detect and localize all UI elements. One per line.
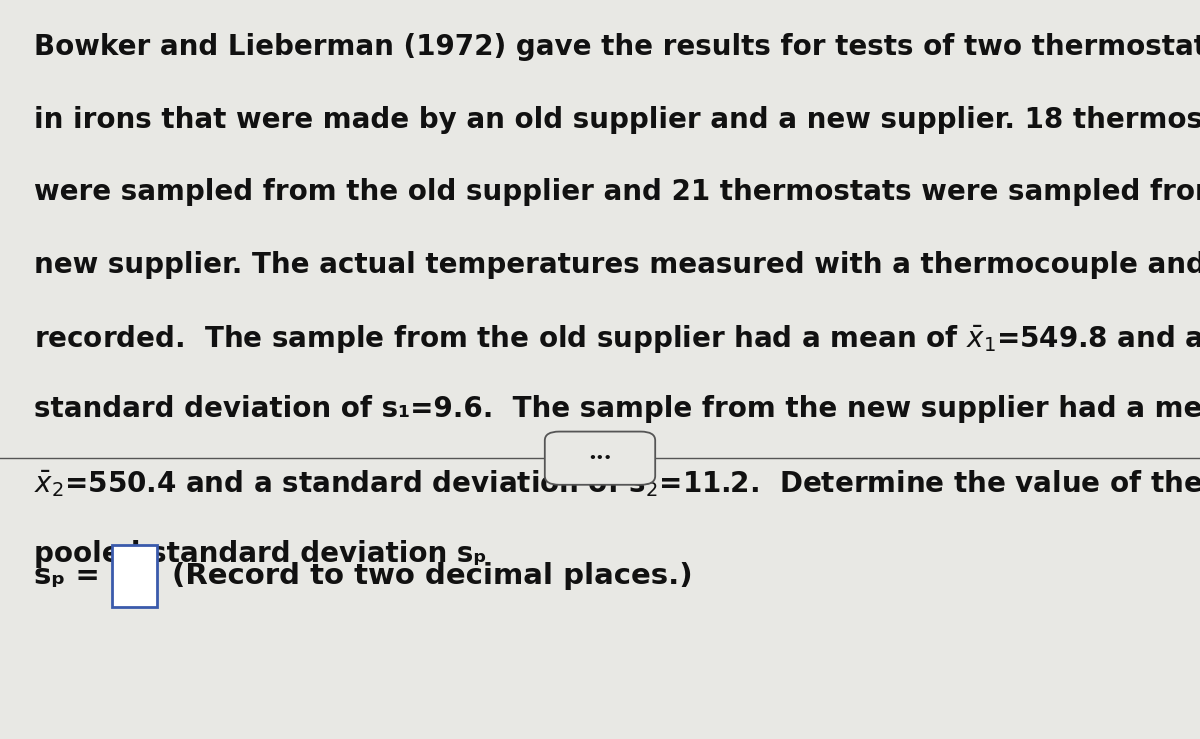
- Text: Bowker and Lieberman (1972) gave the results for tests of two thermostats used: Bowker and Lieberman (1972) gave the res…: [34, 33, 1200, 61]
- Text: •••: •••: [588, 452, 612, 465]
- Text: in irons that were made by an old supplier and a new supplier. 18 thermostats: in irons that were made by an old suppli…: [34, 106, 1200, 134]
- Text: standard deviation of s₁=9.6.  The sample from the new supplier had a mean of: standard deviation of s₁=9.6. The sample…: [34, 395, 1200, 423]
- Text: recorded.  The sample from the old supplier had a mean of $\bar{x}_1$=549.8 and : recorded. The sample from the old suppli…: [34, 323, 1200, 355]
- Text: new supplier. The actual temperatures measured with a thermocouple and were: new supplier. The actual temperatures me…: [34, 251, 1200, 279]
- Text: were sampled from the old supplier and 21 thermostats were sampled from the: were sampled from the old supplier and 2…: [34, 178, 1200, 206]
- Text: $\bar{x}_2$=550.4 and a standard deviation of s$_2$=11.2.  Determine the value o: $\bar{x}_2$=550.4 and a standard deviati…: [34, 468, 1200, 499]
- Text: (Record to two decimal places.): (Record to two decimal places.): [172, 562, 692, 590]
- Text: sₚ =: sₚ =: [34, 562, 109, 590]
- Text: pooled standard deviation sₚ: pooled standard deviation sₚ: [34, 540, 486, 568]
